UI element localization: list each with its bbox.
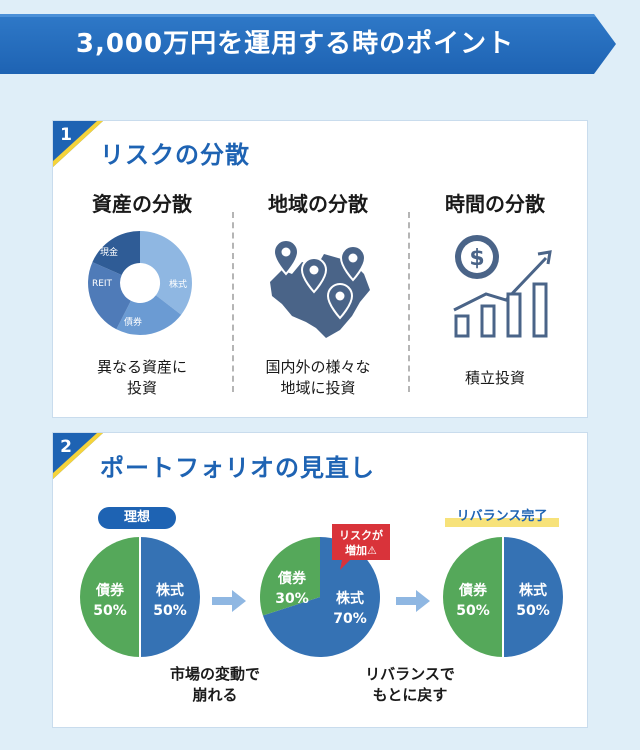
growth-arrow-line: [453, 256, 548, 312]
pie-drifted-stock-pct: 70%: [333, 611, 367, 627]
donut-label-reit: REIT: [92, 279, 113, 289]
rebalance-complete-label: リバランス完了: [445, 507, 559, 527]
map-pin-icon: [270, 238, 370, 338]
rebalance-caption-line2: もとに戻す: [372, 686, 448, 704]
growth-bar-2: [480, 304, 496, 338]
risk-warning-bubble: リスクが 増加⚠: [332, 524, 390, 570]
region-map-shape: [270, 254, 370, 338]
title-banner: [0, 14, 616, 74]
growth-arrow-head: [537, 250, 552, 265]
warning-line2: 増加⚠: [345, 543, 377, 557]
donut-slice-cash: [92, 231, 140, 275]
svg-text:$: $: [469, 246, 484, 271]
growth-bar-4: [532, 282, 548, 338]
column-divider: [232, 212, 234, 392]
growth-bar-3: [506, 292, 522, 338]
donut-label-stocks: 株式: [169, 278, 187, 290]
dollar-coin-icon: $: [455, 235, 499, 279]
section-2-number: 2: [60, 437, 72, 457]
time-caption: 積立投資: [464, 369, 525, 387]
asset-caption-line1: 異なる資産に: [96, 358, 187, 376]
donut-label-bonds: 債券: [124, 316, 142, 328]
region-diversification-heading: 地域の分散: [268, 192, 368, 216]
pie-chart-drifted: 債券 30% 株式 70%: [260, 537, 380, 657]
pie-drifted-stock-name: 株式: [336, 590, 364, 607]
pie-ideal-bonds: [80, 537, 140, 657]
asset-diversification-heading: 資産の分散: [92, 192, 192, 216]
donut-slice-reit: [88, 262, 131, 330]
map-pin-2: [300, 256, 328, 294]
growth-chart-icon: $: [453, 235, 552, 338]
banner-stripe: [0, 14, 596, 17]
pie-drifted-bond-pct: 30%: [275, 591, 309, 607]
pie-chart-rebalanced: 債券 50% 株式 50%: [443, 537, 563, 657]
pie-rebalanced-bond-pct: 50%: [456, 603, 490, 619]
pie-ideal-stocks: [140, 537, 200, 657]
pie-drifted-bonds: [260, 537, 320, 616]
market-caption-line2: 崩れる: [192, 686, 238, 704]
pie-ideal-stock-name: 株式: [156, 582, 184, 599]
arrow-right-icon: [396, 590, 430, 612]
pie-rebalanced-stocks: [503, 537, 563, 657]
pie-rebalanced-bonds: [443, 537, 503, 657]
rebalance-caption-line1: リバランスで: [365, 665, 455, 683]
section-1-number: 1: [60, 125, 72, 145]
section-1-title: リスクの分散: [100, 141, 250, 169]
pie-drifted-stocks: [262, 537, 380, 657]
arrow-right-icon: [212, 590, 246, 612]
time-diversification-heading: 時間の分散: [445, 192, 545, 216]
section-2-title: ポートフォリオの見直し: [100, 454, 375, 482]
asset-caption-line2: 投資: [126, 379, 157, 397]
donut-label-cash: 現金: [100, 246, 118, 258]
pie-ideal-bond-name: 債券: [95, 582, 125, 599]
column-divider: [408, 212, 410, 392]
pie-chart-ideal: 債券 50% 株式 50%: [80, 537, 200, 657]
region-caption-line1: 国内外の様々な: [265, 358, 371, 376]
map-pin-3: [339, 244, 367, 282]
pie-rebalanced-stock-pct: 50%: [516, 603, 550, 619]
pie-rebalanced-stock-name: 株式: [519, 582, 547, 599]
region-caption-line2: 地域に投資: [280, 379, 356, 397]
growth-bar-1: [454, 314, 470, 338]
donut-slice-bonds: [116, 295, 182, 335]
map-pin-4: [326, 282, 354, 320]
asset-donut-chart: 現金 REIT 債券 株式: [88, 231, 192, 335]
market-caption-line1: 市場の変動で: [169, 665, 260, 683]
pie-ideal-bond-pct: 50%: [93, 603, 127, 619]
ideal-label: 理想: [98, 507, 176, 529]
page-title: 3,000万円を運用する時のポイント: [75, 29, 515, 59]
warning-line1: リスクが: [339, 528, 383, 542]
donut-slice-stocks: [140, 231, 192, 315]
pie-drifted-bond-name: 債券: [277, 570, 307, 587]
pie-ideal-stock-pct: 50%: [153, 603, 187, 619]
map-pin-1: [272, 238, 300, 276]
pie-rebalanced-bond-name: 債券: [458, 582, 488, 599]
